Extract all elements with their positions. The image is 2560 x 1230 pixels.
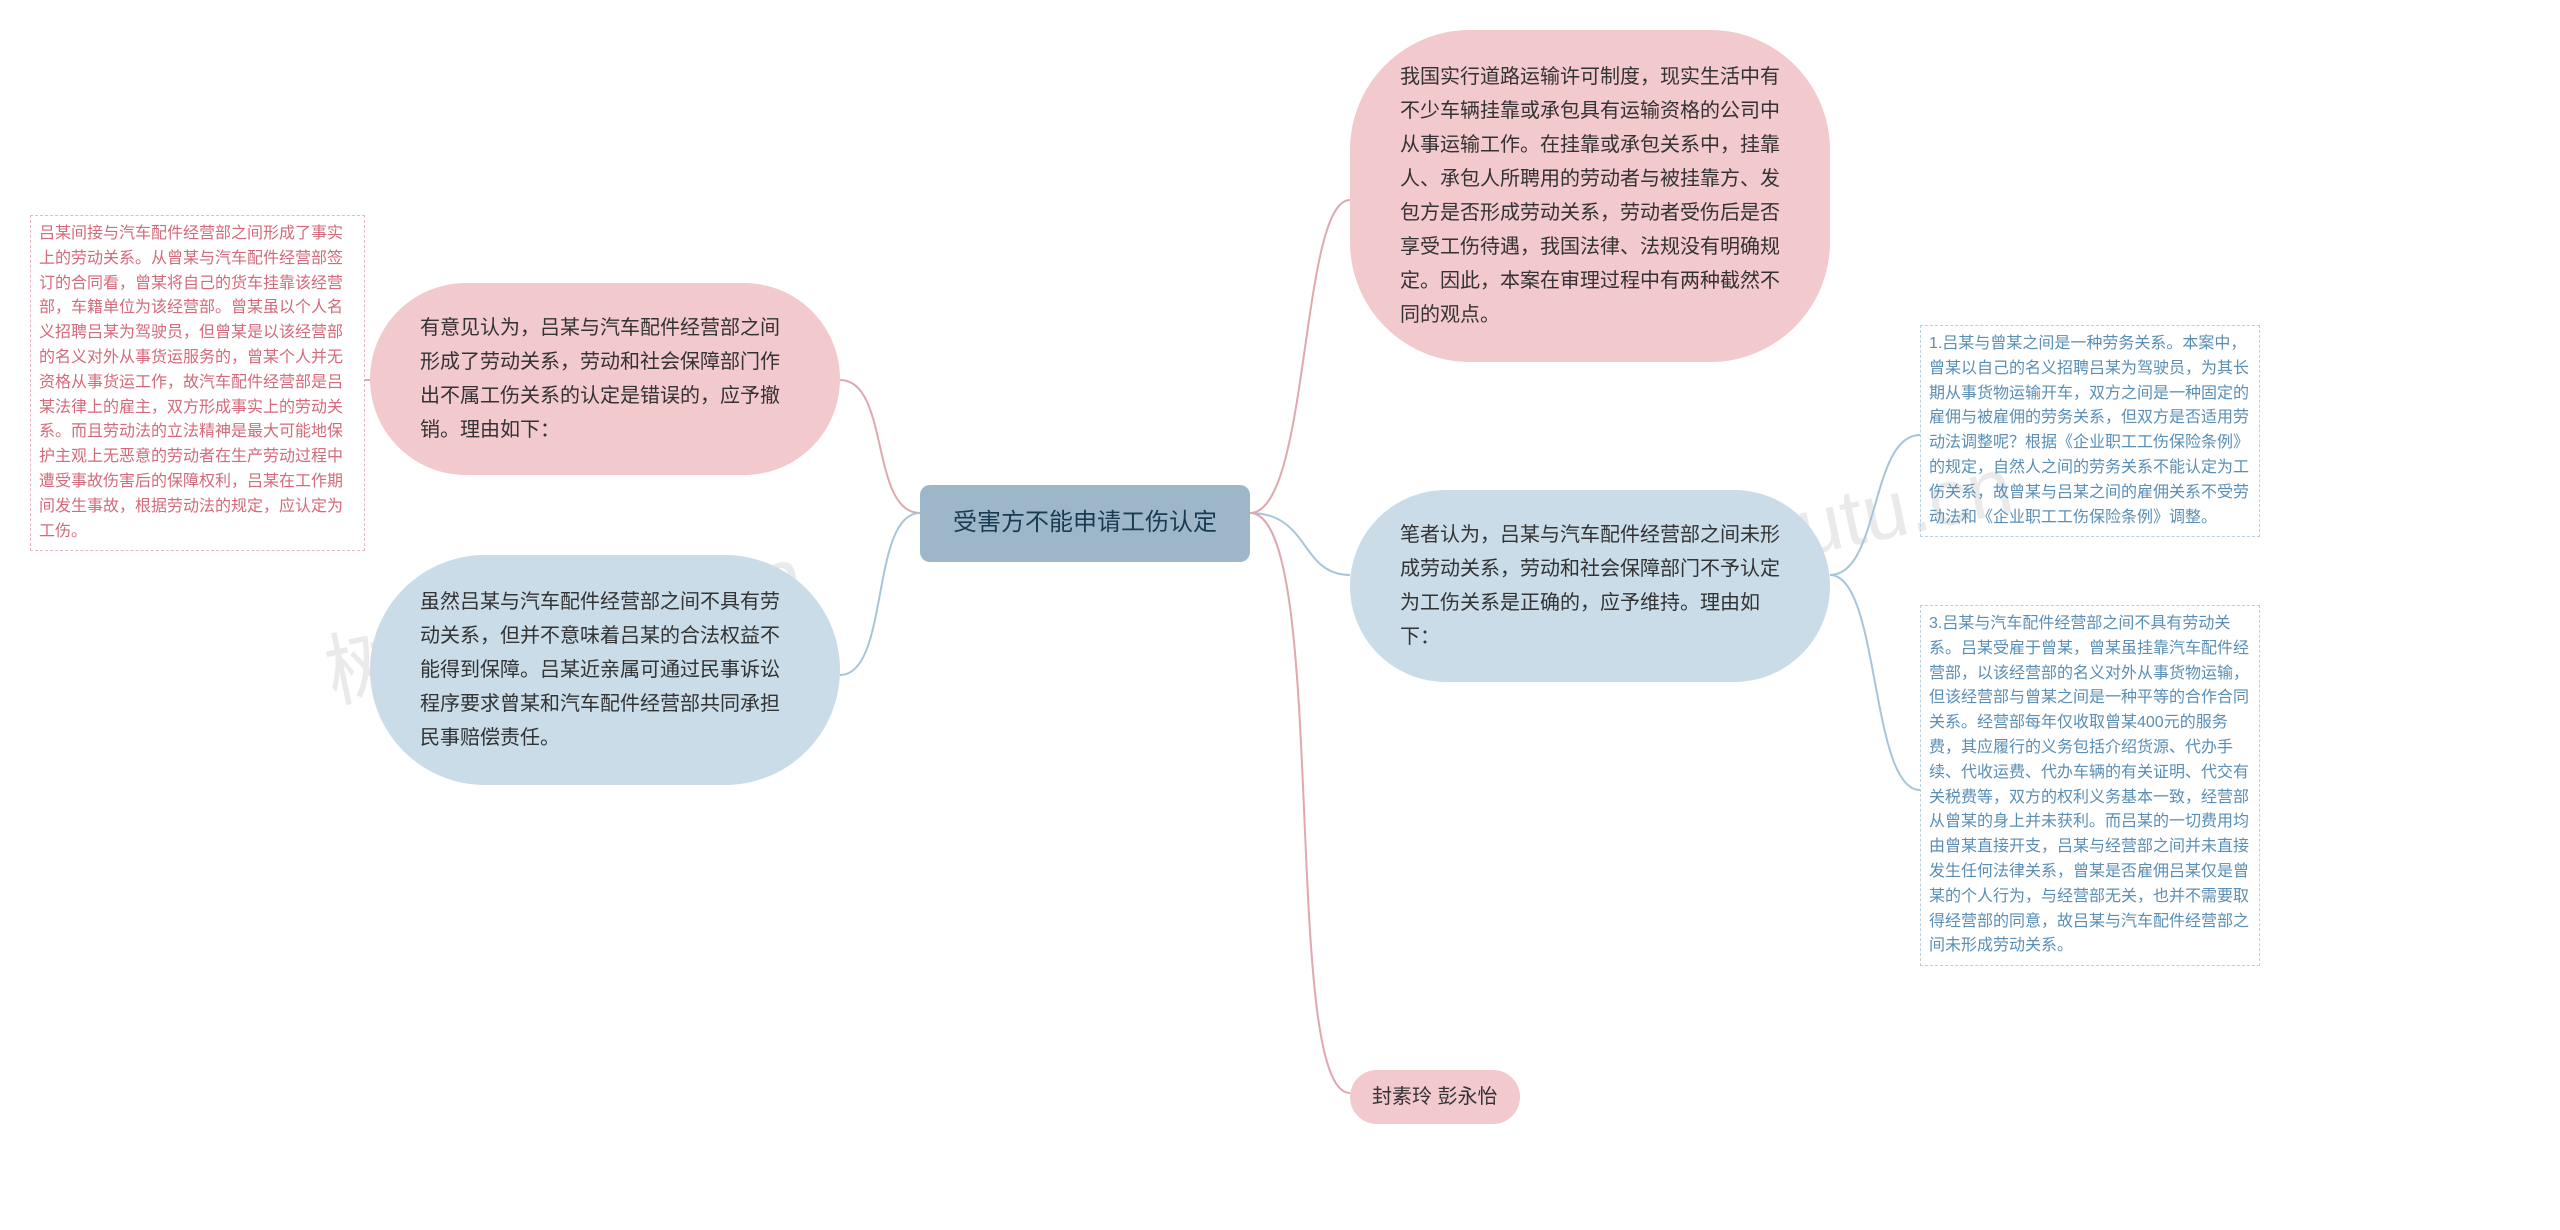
- mindmap-canvas: 树图 shutu.cn 树图 shutu.cn 受害方不能申请工伤认定 我国实行…: [0, 0, 2560, 1230]
- branch-blue-bottom-left[interactable]: 虽然吕某与汽车配件经营部之间不具有劳动关系，但并不意味着吕某的合法权益不能得到保…: [370, 555, 840, 785]
- note-blue-right-1: 1.吕某与曾某之间是一种劳务关系。本案中，曾某以自己的名义招聘吕某为驾驶员，为其…: [1920, 325, 2260, 537]
- center-node[interactable]: 受害方不能申请工伤认定: [920, 485, 1250, 562]
- connector-6: [1830, 435, 1920, 575]
- connector-7: [1830, 575, 1920, 790]
- connector-3: [840, 380, 920, 513]
- branch-blue-right[interactable]: 笔者认为，吕某与汽车配件经营部之间未形成劳动关系，劳动和社会保障部门不予认定为工…: [1350, 490, 1830, 682]
- connector-1: [1250, 513, 1350, 575]
- branch-pink-top-left[interactable]: 有意见认为，吕某与汽车配件经营部之间形成了劳动关系，劳动和社会保障部门作出不属工…: [370, 283, 840, 475]
- branch-pink-top-right[interactable]: 我国实行道路运输许可制度，现实生活中有不少车辆挂靠或承包具有运输资格的公司中从事…: [1350, 30, 1830, 362]
- branch-pink-bottom-right[interactable]: 封素玲 彭永怡: [1350, 1070, 1520, 1124]
- note-pink-left: 吕某间接与汽车配件经营部之间形成了事实上的劳动关系。从曾某与汽车配件经营部签订的…: [30, 215, 365, 551]
- connector-0: [1250, 200, 1350, 513]
- connector-4: [840, 513, 920, 675]
- note-blue-right-2: 3.吕某与汽车配件经营部之间不具有劳动关系。吕某受雇于曾某，曾某虽挂靠汽车配件经…: [1920, 605, 2260, 966]
- connector-2: [1250, 513, 1350, 1093]
